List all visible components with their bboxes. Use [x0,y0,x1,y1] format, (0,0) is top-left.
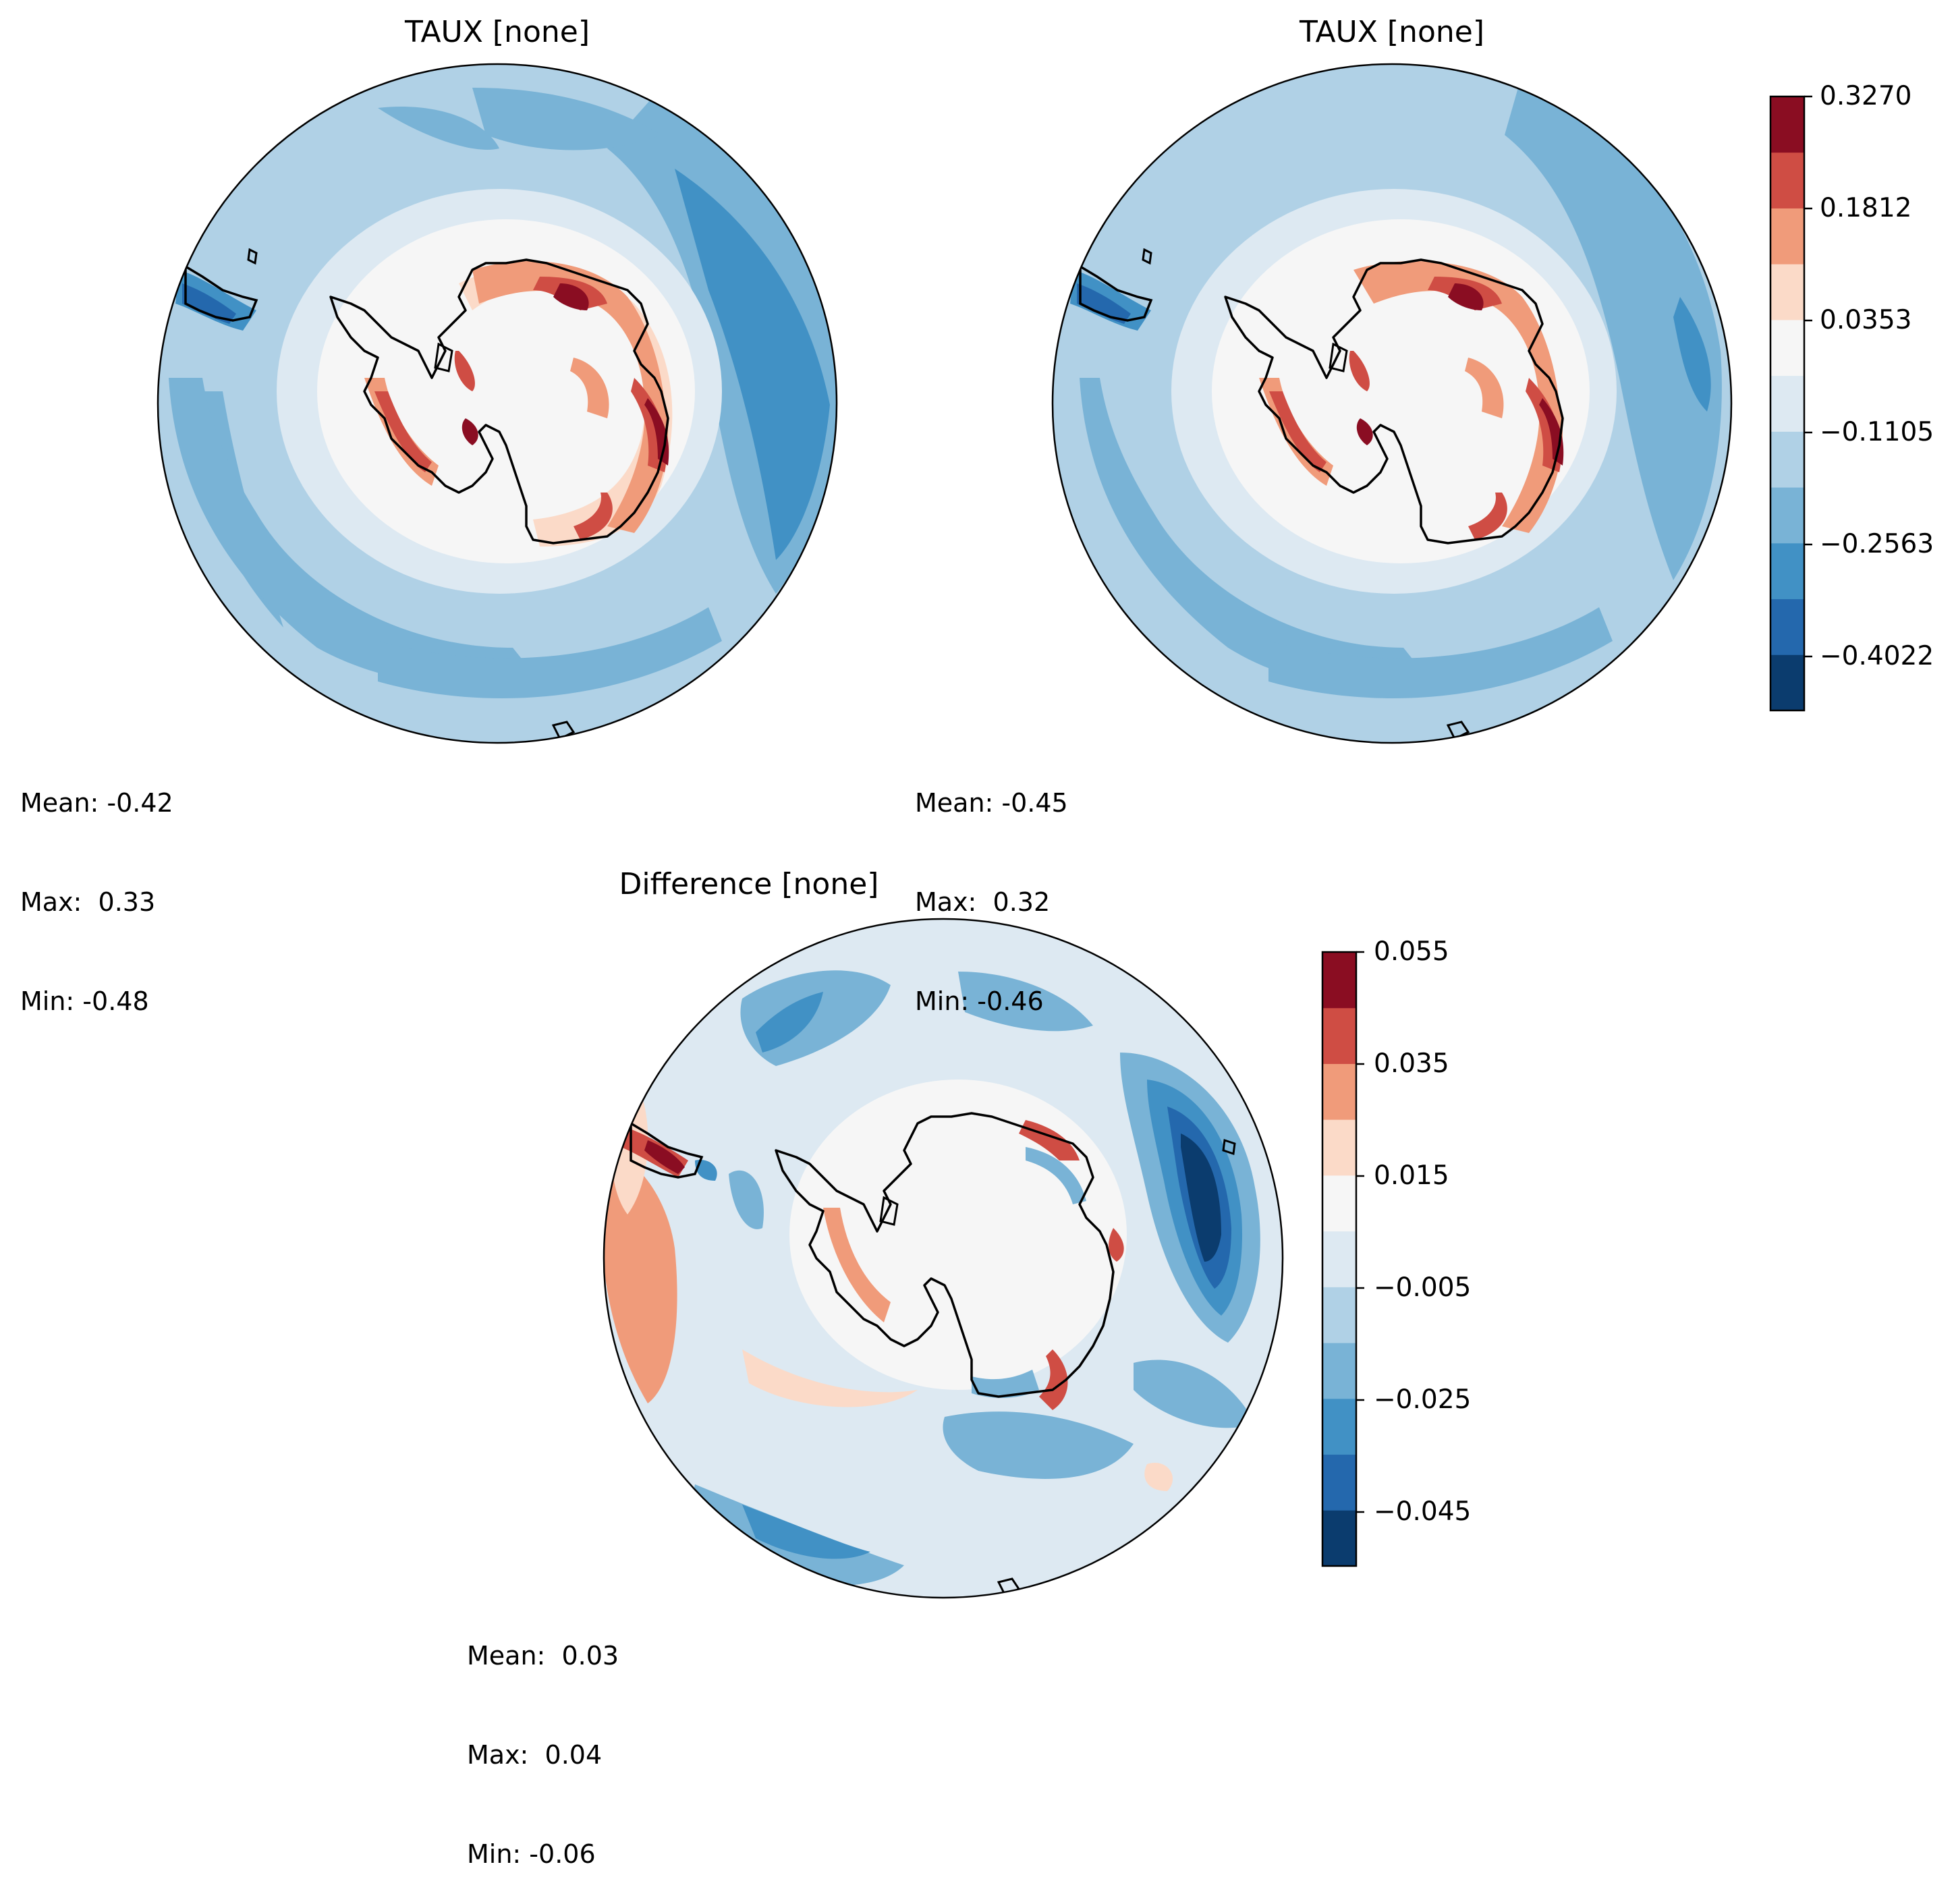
colorbar-difference-tick: −0.005 [1374,1272,1472,1303]
panel-2-title: TAUX [none] [1300,15,1484,49]
colorbar-level [1770,208,1804,264]
colorbar-level [1770,598,1804,655]
colorbar-top-tick: −0.1105 [1820,417,1934,447]
colorbar-difference-tick: −0.045 [1374,1496,1472,1527]
map-panel-2 [1053,64,1731,743]
colorbar-level [1770,319,1804,376]
colorbar-level [1322,1510,1356,1567]
colorbar-level [1770,487,1804,544]
colorbar-level [1770,152,1804,208]
figure-canvas [157,63,1812,1599]
colorbar-frame [1321,951,1358,1567]
panel-3-mean: Mean: 0.03 [467,1641,619,1671]
colorbar-level [1770,375,1804,432]
panel-2-min: Min: -0.46 [915,986,1044,1016]
colorbar-level [1322,1398,1356,1455]
colorbar-level [1322,1231,1356,1287]
colorbar-level [1322,1454,1356,1511]
colorbar-difference-tick: 0.055 [1374,936,1449,967]
colorbar-difference-tick: −0.025 [1374,1384,1472,1415]
panel-1-title: TAUX [none] [405,15,590,49]
colorbar-level [1322,1007,1356,1064]
colorbar-top-tick: −0.4022 [1820,641,1934,671]
map-panel-1 [158,64,837,743]
colorbar-level [1322,1063,1356,1120]
colorbar-level [1322,1119,1356,1176]
panel-1-min: Min: -0.48 [20,986,149,1016]
colorbar-level [1770,264,1804,320]
panel-1-max: Max: 0.33 [20,887,156,917]
colorbar-level [1770,654,1804,711]
panel-3-title: Difference [none] [619,867,879,901]
colorbar-top-tick: −0.2563 [1820,529,1934,559]
colorbar-frame [1769,95,1806,712]
map-panel-3-boundary [603,918,1284,1599]
colorbar-difference [1321,951,1364,1567]
map-panel-1-boundary [157,63,838,744]
colorbar-level [1770,431,1804,488]
colorbar-level [1770,96,1804,153]
colorbar-top-tick: 0.1812 [1820,193,1912,223]
colorbar-difference-tick: 0.035 [1374,1048,1449,1079]
colorbar-level [1322,1175,1356,1232]
map-panel-3 [604,919,1283,1598]
panel-3-min: Min: -0.06 [467,1839,596,1869]
panel-3-max: Max: 0.04 [467,1740,603,1770]
panel-2-stats: Mean: -0.45 Max: 0.32 Min: -0.46 [915,721,1068,1051]
colorbar-level [1322,1287,1356,1343]
colorbar-difference-tick: 0.015 [1374,1160,1449,1191]
colorbar-level [1322,952,1356,1009]
colorbar-level [1322,1343,1356,1399]
panel-1-stats: Mean: -0.42 Max: 0.33 Min: -0.48 [20,721,173,1051]
map-panel-2-boundary [1051,63,1733,744]
colorbar-level [1770,542,1804,600]
panel-3-stats: Mean: 0.03 Max: 0.04 Min: -0.06 [467,1573,619,1904]
colorbar-top-tick: 0.3270 [1820,81,1912,111]
panel-1-mean: Mean: -0.42 [20,788,173,818]
panel-2-max: Max: 0.32 [915,887,1051,917]
colorbar-top-tick: 0.0353 [1820,305,1912,335]
colorbar-top [1769,95,1812,712]
panel-2-mean: Mean: -0.45 [915,788,1068,818]
